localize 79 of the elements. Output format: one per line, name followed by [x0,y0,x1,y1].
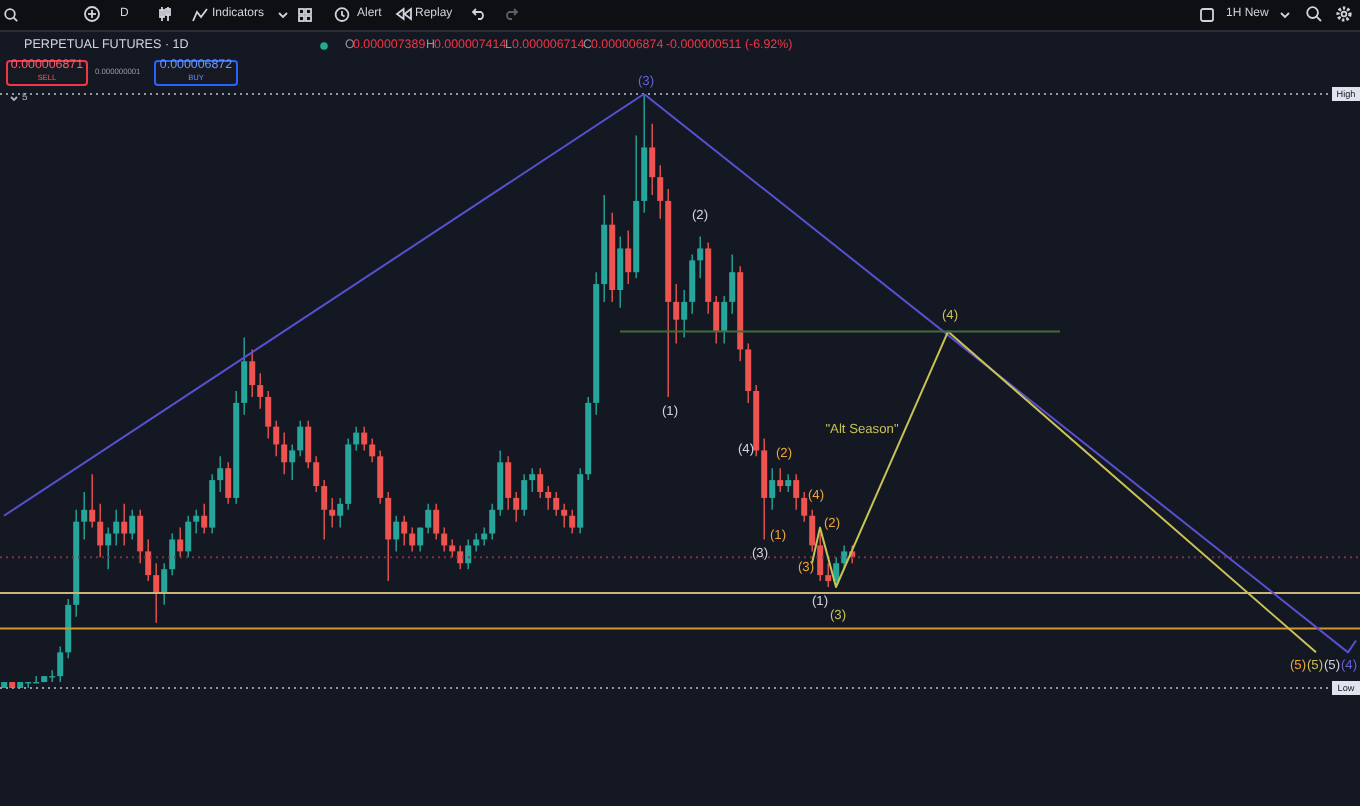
candlestick [89,473,96,529]
candlestick [505,455,512,511]
candlestick [145,538,152,582]
candlestick [241,336,248,416]
candlestick [353,425,360,452]
candlestick [129,509,136,541]
candlestick [385,491,392,582]
candlestick [561,503,568,529]
candlestick [289,443,296,481]
candlestick [273,420,280,458]
candlestick [801,491,808,523]
candlestick [545,485,552,511]
candlestick [209,473,216,535]
candlestick [697,235,704,279]
candlestick [769,467,776,511]
candlestick [681,289,688,339]
candlestick [369,437,376,463]
candlestick [81,491,88,541]
candlestick [825,562,832,588]
candlestick [393,515,400,553]
candlestick [777,467,784,493]
candlestick [193,509,200,535]
candlestick [617,235,624,309]
candlestick [489,503,496,541]
candlestick [257,372,264,410]
candlestick [185,515,192,559]
candlestick [713,295,720,345]
candlestick [745,342,752,404]
candlestick [113,509,120,547]
candlestick [401,515,408,547]
candlestick [465,538,472,570]
candlestick [673,283,680,345]
candlestick [121,503,128,547]
candlestick [161,562,168,606]
candlestick [249,348,256,398]
candlestick [377,449,384,505]
candlestick [721,295,728,345]
candlestick [137,509,144,564]
candlestick [441,526,448,553]
candlestick [321,479,328,541]
candlestick [497,449,504,517]
candlestick [225,461,232,505]
candlestick [153,562,160,624]
candlestick [217,455,224,493]
candlestick [553,491,560,517]
candlestick [809,509,816,553]
candlestick [625,229,632,285]
candlestick [513,491,520,523]
candlestick [761,437,768,541]
candlestick [313,455,320,493]
candlestick [97,503,104,559]
candlestick [281,431,288,475]
candlestick [537,467,544,499]
candlestick [457,544,464,570]
candlestick [793,473,800,511]
candlestick [65,598,72,659]
candlestick [297,420,304,458]
candlestick [265,390,272,440]
candlestick [521,473,528,517]
candlestick [169,532,176,576]
candlestick [689,253,696,315]
candlestick [425,503,432,535]
candlestick [649,123,656,196]
candlestick [305,420,312,469]
candlestick [57,645,64,683]
candlestick [569,509,576,535]
candlestick [817,532,824,582]
candlestick [433,503,440,541]
candlestick [529,467,536,493]
candlestick [409,526,416,553]
candlestick [657,164,664,220]
candlestick [329,497,336,529]
candlestick [729,253,736,315]
candlestick [337,497,344,529]
candlestick [105,526,112,570]
candlestick [177,526,184,559]
candlestick [833,556,840,588]
candlestick [201,503,208,535]
candlestick [361,425,368,452]
